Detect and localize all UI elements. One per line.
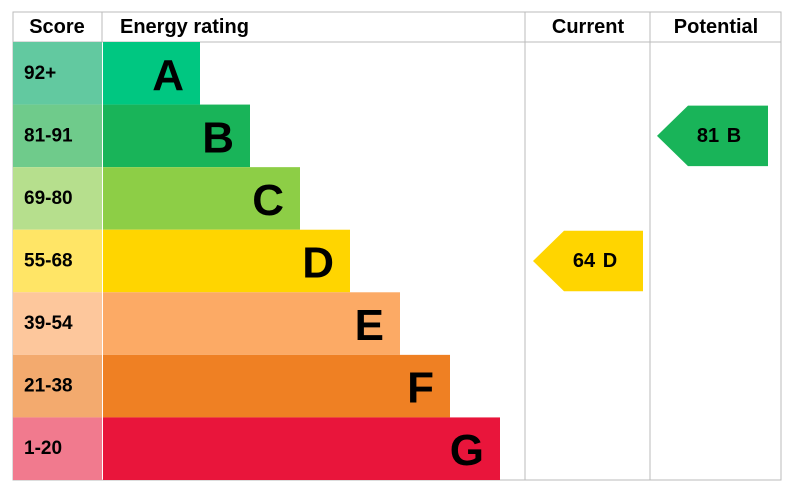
potential-value: 81 [697,125,719,147]
score-cell [13,354,102,418]
potential-letter: B [727,125,741,147]
score-label: 1-20 [24,438,62,459]
rating-letter: G [450,426,484,475]
rating-bar [103,354,450,418]
rating-bar [103,104,250,168]
header: Current [552,16,625,38]
potential-arrow [657,105,768,167]
rating-letter: D [302,239,334,288]
current-letter: D [603,250,617,272]
score-label: 81-91 [24,125,73,146]
header: Potential [674,16,758,38]
rating-bar [103,292,400,355]
score-label: 21-38 [24,376,73,397]
rating-bar [103,167,300,230]
current-arrow [533,230,643,292]
header: Score [29,16,85,38]
rating-letter: F [407,364,434,413]
rating-letter: E [355,301,384,350]
rating-letter: C [252,176,284,225]
rating-bar [103,42,200,105]
current-value: 64 [573,250,596,272]
rating-letter: B [202,113,234,162]
score-label: 55-68 [24,251,73,272]
score-cell [13,167,102,230]
rating-bar [103,417,500,480]
score-label: 92+ [24,63,56,84]
header: Energy rating [120,16,249,38]
score-cell [13,292,102,355]
score-label: 69-80 [24,188,73,209]
score-cell [13,417,102,480]
score-cell [13,42,102,105]
score-cell [13,229,102,293]
rating-letter: A [152,51,184,100]
rating-bar [103,229,350,293]
score-cell [13,104,102,168]
score-label: 39-54 [24,313,73,334]
